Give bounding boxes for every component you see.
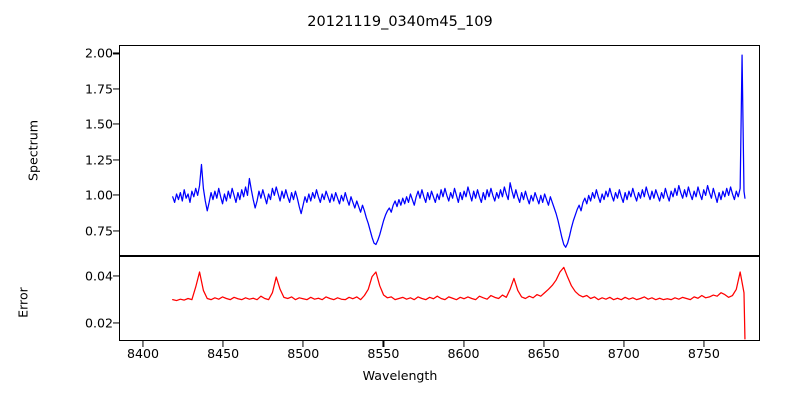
spectrum-ytick-mark: [113, 194, 119, 196]
xtick-label: 8400: [127, 346, 160, 361]
spectrum-plot-area: [119, 45, 760, 256]
spectrum-ytick-mark: [113, 88, 119, 90]
xtick-label: 8750: [687, 346, 720, 361]
spectrum-ytick-mark: [113, 123, 119, 125]
spectrum-ytick-label: 1.00: [84, 187, 113, 203]
spectrum-ytick-label: 1.50: [84, 116, 113, 132]
xtick-label: 8700: [607, 346, 640, 361]
xtick-mark: [623, 341, 625, 347]
spectrum-ytick-label: 1.75: [84, 81, 113, 97]
error-ytick-mark: [113, 275, 119, 277]
error-y-axis-label: Error: [15, 287, 31, 318]
xtick-mark: [703, 341, 705, 347]
xtick-label: 8500: [287, 346, 320, 361]
error-ytick-label: 0.04: [84, 268, 113, 284]
error-ytick-label: 0.02: [84, 315, 113, 331]
spectrum-ytick-label: 0.75: [84, 223, 113, 238]
page-title: 20121119_0340m45_109: [307, 14, 493, 30]
spectrum-ytick-label: 2.00: [84, 45, 113, 61]
error-plot-area: [119, 256, 760, 341]
y-axis-ticks: 0.75 1.00 1.25 1.50 1.75 2.00 0.02 0.04: [57, 0, 113, 400]
xtick-mark: [142, 341, 144, 347]
xtick-label: 8550: [367, 346, 400, 361]
spectrum-ytick-label: 1.25: [84, 152, 113, 168]
x-axis-ticks: 8400 8450 8500 8550 8600 8650 8700 8750: [0, 346, 800, 366]
xtick-mark: [302, 341, 304, 347]
spectrum-ytick-mark: [113, 159, 119, 161]
xtick-label: 8600: [447, 346, 480, 361]
xtick-label: 8450: [207, 346, 240, 361]
xtick-mark: [462, 341, 465, 347]
xtick-label: 8650: [527, 346, 560, 361]
x-axis-label: Wavelength: [362, 368, 438, 383]
spectrum-ytick-mark: [113, 52, 119, 55]
xtick-mark: [543, 341, 545, 347]
error-line-series: [120, 257, 759, 340]
spectrum-line-series: [120, 46, 759, 255]
spectrum-ytick-mark: [113, 229, 119, 232]
xtick-mark: [222, 341, 224, 347]
spectrum-y-axis-label: Spectrum: [25, 119, 41, 182]
error-ytick-mark: [113, 322, 119, 324]
xtick-mark: [382, 341, 384, 347]
